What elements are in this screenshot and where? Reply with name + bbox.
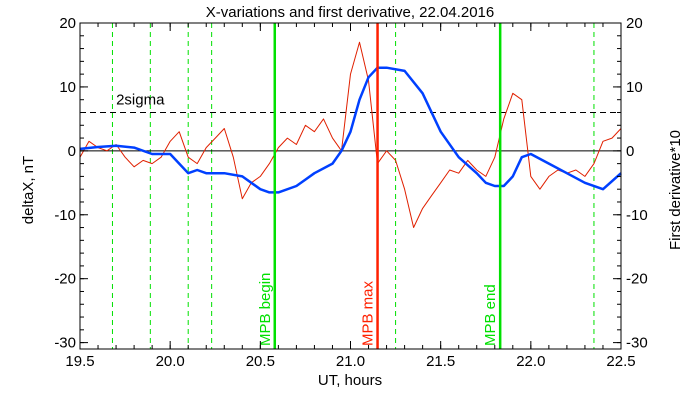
x-tick-label: 20.5 — [246, 353, 275, 370]
y-tick-label-right: 10 — [626, 79, 643, 96]
chart-title: X-variations and first derivative, 22.04… — [206, 4, 495, 21]
plot-frame — [79, 22, 622, 350]
deltax-series-line — [79, 66, 622, 194]
x-tick-label: 22.0 — [516, 353, 545, 370]
y-tick-label-right: 20 — [626, 15, 643, 32]
x-tick-label: 21.5 — [426, 353, 455, 370]
y-tick-label-left: 0 — [68, 143, 76, 160]
y-tick-label-left: -20 — [54, 271, 76, 288]
y-tick-label-right: -30 — [626, 335, 648, 352]
marker-label: MPB begin — [257, 273, 274, 346]
threshold-label: 2sigma — [116, 91, 165, 108]
y-tick-label-left: -30 — [54, 335, 76, 352]
data-series — [79, 41, 622, 228]
x-tick-label: 21.0 — [336, 353, 365, 370]
y-tick-label-left: 10 — [59, 79, 76, 96]
derivative-series-line — [79, 41, 622, 228]
axes: 19.5 20.0 20.5 21.0 21.5 22.0 22.5 20 20 10 10 0 0 -1… — [54, 15, 647, 370]
y-tick-label-right: -10 — [626, 207, 648, 224]
event-markers: MPB begin MPB max MPB end — [257, 23, 502, 349]
x-tick-label: 22.5 — [606, 353, 635, 370]
y-tick-label-left: -10 — [54, 207, 76, 224]
x-tick-label: 19.5 — [65, 353, 94, 370]
reference-lines: 2sigma — [80, 23, 621, 349]
y-axis-label-right: First derivative*10 — [667, 130, 684, 250]
y-tick-label-left: 20 — [59, 15, 76, 32]
y-tick-label-right: -20 — [626, 271, 648, 288]
x-tick-label: 20.0 — [156, 353, 185, 370]
marker-label: MPB max — [360, 280, 377, 346]
y-tick-label-right: 0 — [626, 143, 634, 160]
y-axis-label-left: deltaX, nT — [20, 156, 37, 224]
x-axis-label: UT, hours — [318, 372, 382, 389]
marker-label: MPB end — [482, 284, 499, 346]
